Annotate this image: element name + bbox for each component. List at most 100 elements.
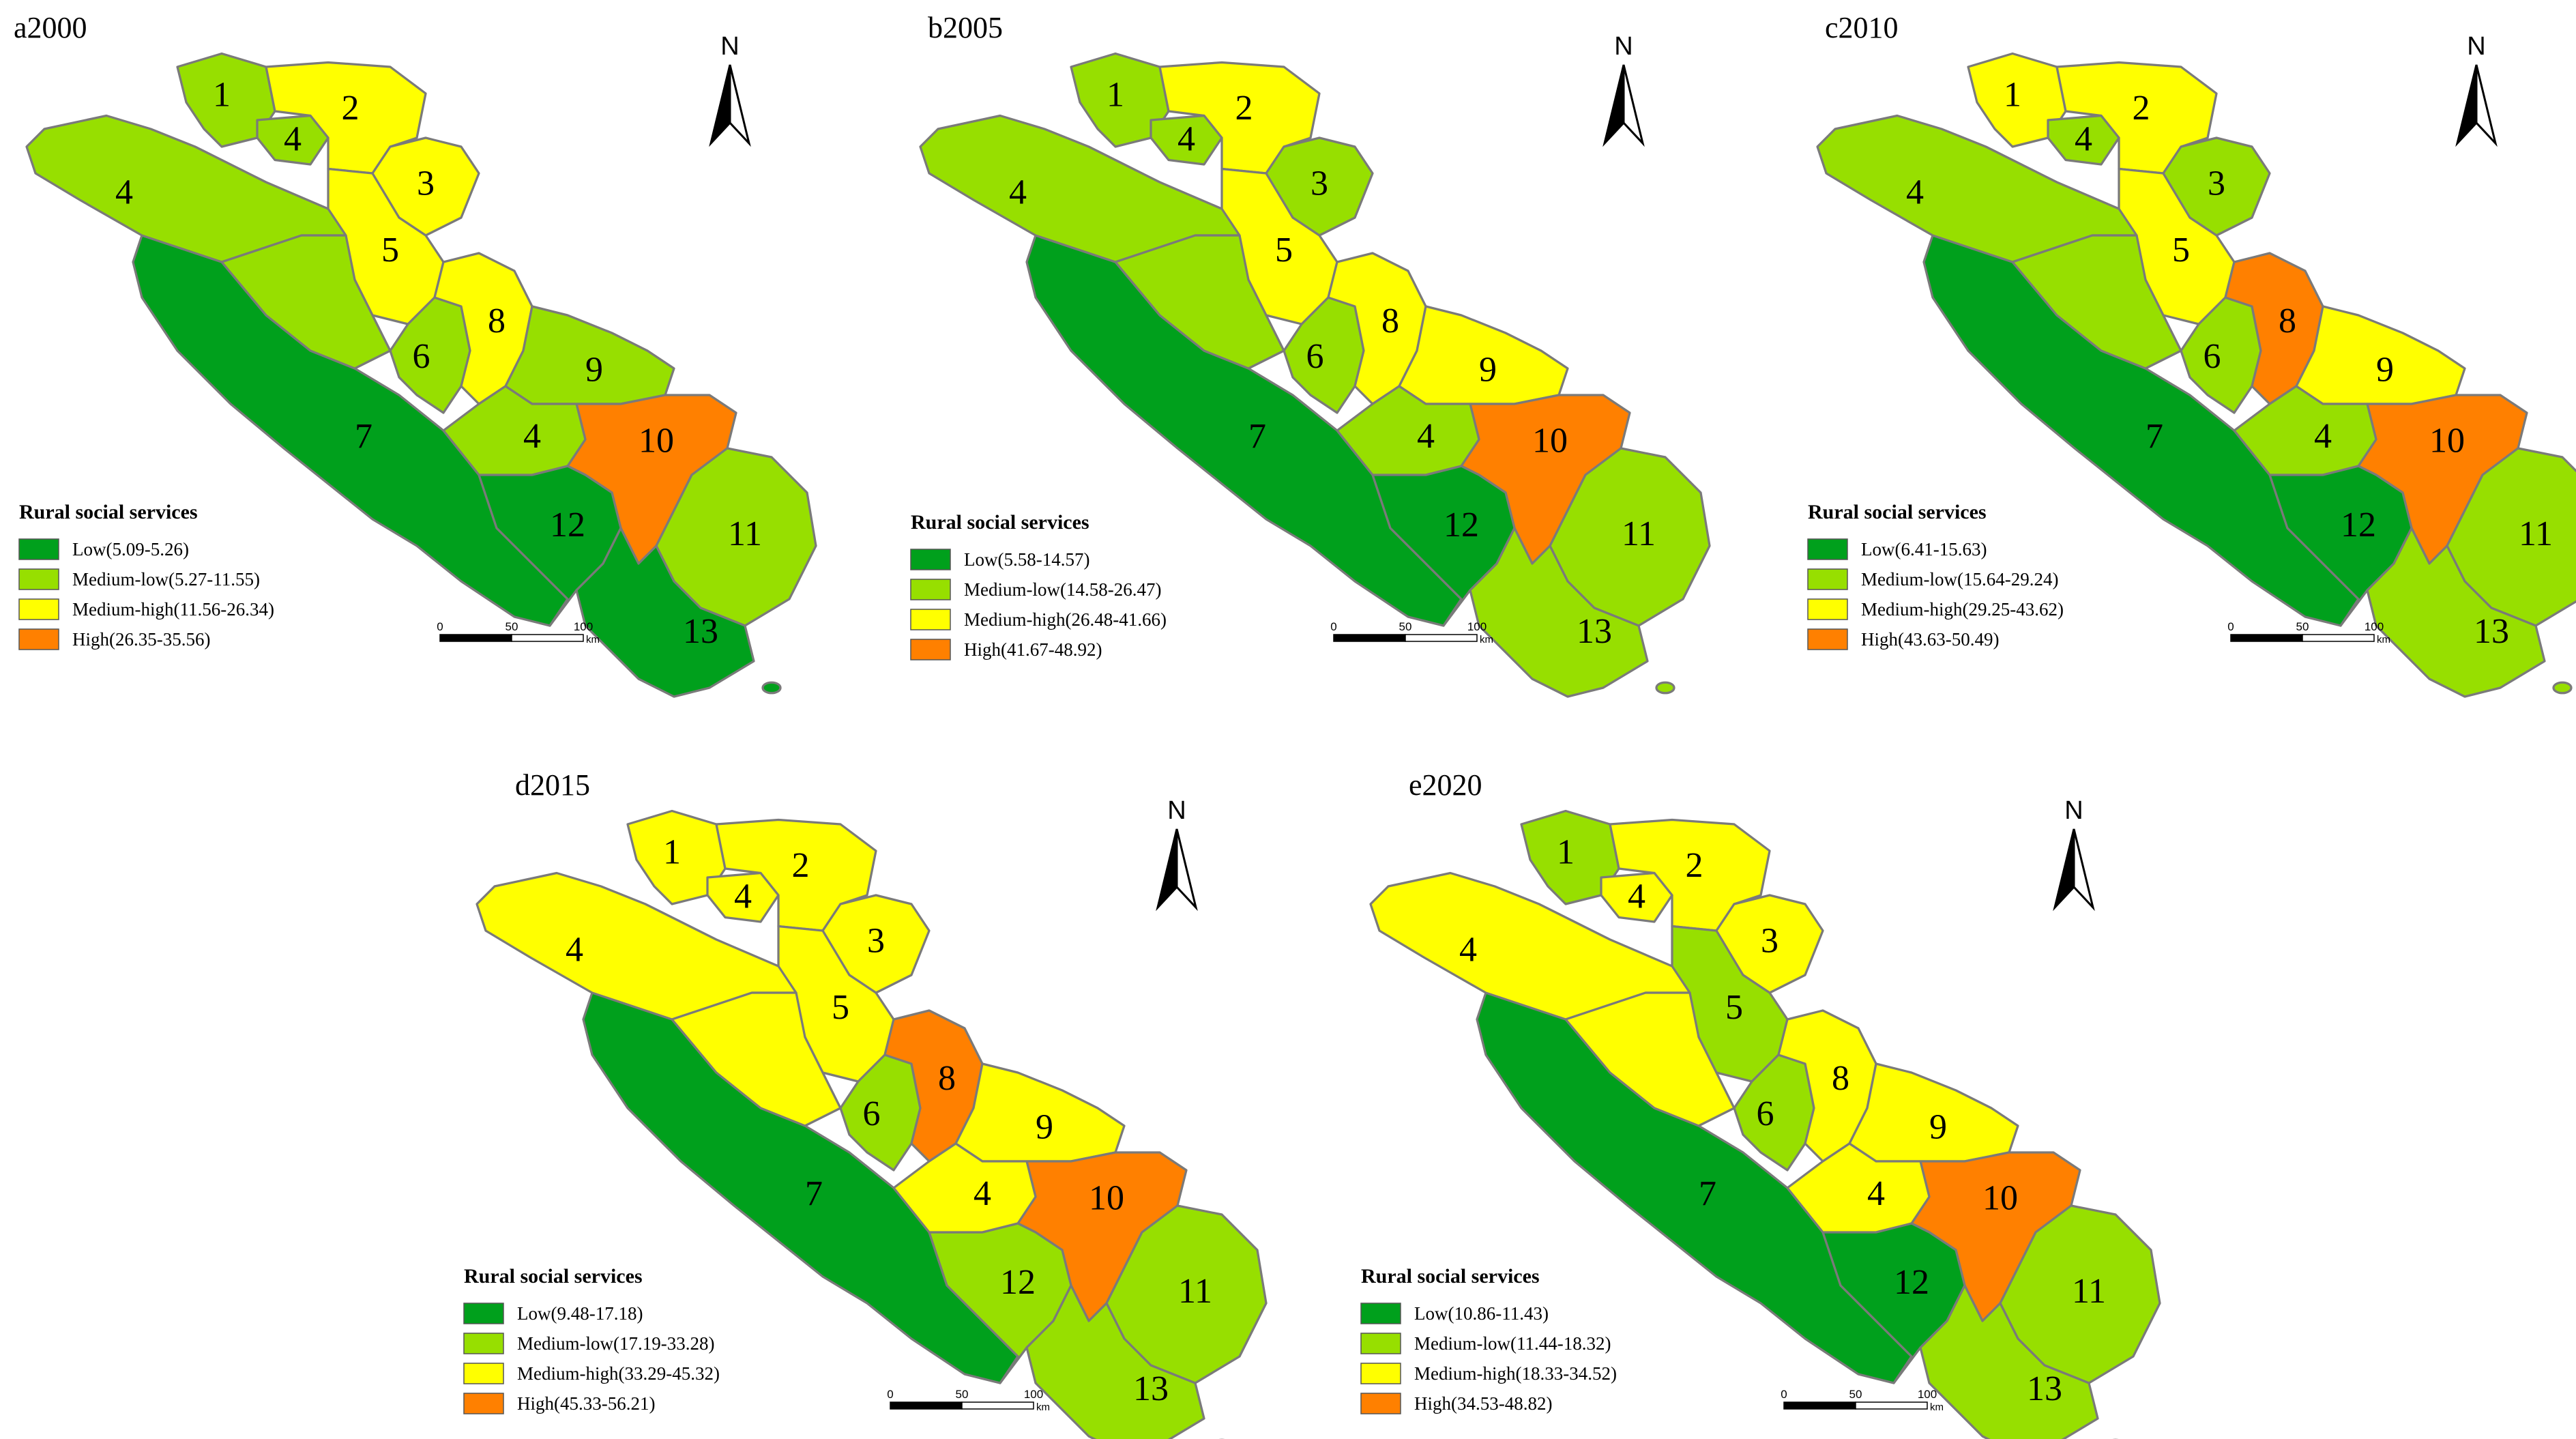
region-label-11: 11 (728, 514, 762, 553)
legend-label: Medium-high(33.29-45.32) (517, 1363, 720, 1384)
region-13 (1919, 1284, 2099, 1439)
region-label-4: 4 (1177, 119, 1195, 158)
north-arrow-right-half (1175, 828, 1198, 912)
region-label-1: 1 (213, 75, 231, 114)
scale-segment-dark (1333, 634, 1406, 642)
map-panel-b2005: b2005 1 4 2 35 4 6 8 9 7 4 10 11 12 13 N Rural social se… (910, 11, 1711, 698)
scale-tick-label: 100 (1024, 1388, 1043, 1401)
legend-swatch-Low (1360, 1303, 1401, 1324)
north-arrow-right-half (2475, 64, 2498, 147)
scale-tick-label: 100 (574, 620, 593, 633)
region-4d (1336, 385, 1480, 476)
scale-tick-label: 100 (1918, 1388, 1937, 1401)
scale-segment-light (1855, 1401, 1928, 1410)
region-13 (1469, 527, 1649, 698)
north-arrow-icon: N (1156, 796, 1198, 912)
legend-swatch-High (18, 628, 59, 650)
province-map: 1 4 2 35 4 6 8 9 7 4 10 11 12 13 (1816, 52, 2576, 698)
region-label-8: 8 (938, 1059, 956, 1098)
region-4b (256, 114, 330, 166)
region-label-10: 10 (2429, 421, 2465, 460)
legend: Rural social services Low(5.09-5.26) Mediu… (18, 501, 274, 650)
region-label-4: 4 (2314, 417, 2332, 456)
region-label-11: 11 (1622, 514, 1656, 553)
region-4b (706, 871, 780, 923)
region-label-3: 3 (2208, 164, 2225, 203)
region-label-9: 9 (585, 350, 603, 389)
north-label: N (2064, 796, 2083, 825)
scale-segment-light (511, 634, 584, 642)
scale-tick-label: 50 (956, 1388, 969, 1401)
region-label-13: 13 (1577, 612, 1612, 651)
north-label: N (2467, 32, 2485, 61)
region-label-9: 9 (2376, 350, 2394, 389)
scale-tick-label: 0 (1781, 1388, 1787, 1401)
legend-swatch-Low (910, 549, 951, 570)
region-label-4: 4 (734, 877, 752, 916)
region-label-12: 12 (1894, 1263, 1929, 1302)
island-shape (761, 681, 782, 695)
north-arrow-icon: N (1602, 32, 1645, 147)
region-label-4: 4 (523, 417, 541, 456)
panel-title: a2000 (14, 11, 87, 44)
legend-swatch-High (910, 639, 951, 660)
region-label-6: 6 (863, 1094, 881, 1133)
legend-label: High(45.33-56.21) (517, 1393, 655, 1414)
region-label-4: 4 (1009, 173, 1027, 212)
legend-swatch-Medium-low (18, 568, 59, 590)
legend: Rural social services Low(10.86-11.43) Med… (1360, 1265, 1617, 1414)
legend-label: High(26.35-35.56) (72, 629, 210, 650)
legend-swatch-High (463, 1393, 504, 1414)
region-4b (2047, 114, 2120, 166)
region-label-5: 5 (2172, 231, 2190, 270)
region-label-3: 3 (1761, 921, 1779, 960)
region-label-10: 10 (639, 421, 674, 460)
region-label-6: 6 (2204, 337, 2221, 376)
legend-swatch-Medium-low (1807, 568, 1848, 590)
scale-tick-label: 100 (2365, 620, 2384, 633)
scale-tick-label: 0 (1330, 620, 1336, 633)
region-label-11: 11 (2072, 1272, 2106, 1311)
legend-label: Medium-high(26.48-41.66) (964, 609, 1167, 630)
legend-label: Medium-high(11.56-26.34) (72, 599, 274, 620)
legend-swatch-Medium-low (910, 579, 951, 600)
scale-segment-light (961, 1401, 1034, 1410)
panel-title: c2010 (1825, 11, 1899, 44)
legend-label: High(41.67-48.92) (964, 639, 1102, 660)
region-label-4: 4 (1628, 877, 1645, 916)
region-label-2: 2 (1235, 89, 1253, 128)
region-4c (220, 234, 392, 370)
region-5 (327, 167, 445, 325)
legend-label: High(43.63-50.49) (1861, 629, 1999, 650)
north-label: N (1167, 796, 1186, 825)
region-label-4: 4 (115, 173, 133, 212)
scale-tick-label: 0 (2227, 620, 2234, 633)
region-label-5: 5 (1275, 231, 1293, 270)
region-label-4: 4 (1459, 930, 1477, 969)
region-label-1: 1 (2004, 75, 2021, 114)
region-label-9: 9 (1036, 1107, 1053, 1146)
region-label-11: 11 (2519, 514, 2553, 553)
map-panel-c2010: c2010 1 4 2 35 4 6 8 9 7 4 10 11 12 13 N Rural social se… (1807, 11, 2576, 698)
legend-title: Rural social services (1361, 1265, 1540, 1288)
scale-segment-light (2302, 634, 2375, 642)
region-label-7: 7 (2146, 417, 2163, 456)
north-label: N (1614, 32, 1633, 61)
legend-label: Medium-high(18.33-34.52) (1414, 1363, 1617, 1384)
region-label-12: 12 (1000, 1263, 1036, 1302)
region-label-1: 1 (1107, 75, 1124, 114)
north-arrow-left-half (2455, 64, 2478, 147)
legend-title: Rural social services (911, 511, 1089, 534)
legend: Rural social services Low(9.48-17.18) Medi… (463, 1265, 720, 1414)
region-label-8: 8 (1832, 1059, 1849, 1098)
region-label-12: 12 (2341, 506, 2376, 544)
region-11 (1105, 1204, 1268, 1384)
north-arrow-left-half (1156, 828, 1178, 912)
region-label-3: 3 (417, 164, 435, 203)
region-label-6: 6 (1757, 1094, 1774, 1133)
region-13 (575, 527, 755, 698)
north-arrow-left-half (1602, 64, 1625, 147)
region-label-4: 4 (1867, 1174, 1885, 1213)
region-13 (1025, 1284, 1205, 1439)
